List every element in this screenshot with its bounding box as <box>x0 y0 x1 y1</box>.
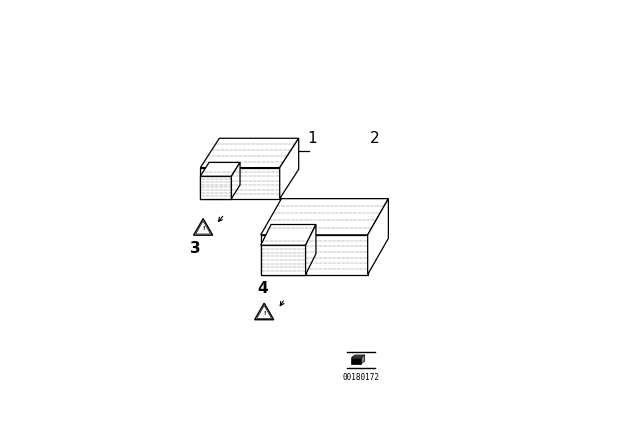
Text: 3: 3 <box>190 241 200 256</box>
Polygon shape <box>367 198 388 275</box>
Polygon shape <box>351 355 365 358</box>
Polygon shape <box>280 138 299 198</box>
Polygon shape <box>260 245 305 275</box>
Polygon shape <box>200 138 299 168</box>
Polygon shape <box>200 163 240 176</box>
Polygon shape <box>305 224 316 275</box>
Polygon shape <box>260 235 367 275</box>
Polygon shape <box>362 355 365 364</box>
Text: !: ! <box>202 227 204 232</box>
Polygon shape <box>200 176 232 198</box>
Polygon shape <box>200 168 280 198</box>
Polygon shape <box>232 163 240 198</box>
Text: 2: 2 <box>370 131 380 146</box>
Text: !: ! <box>263 311 266 316</box>
Polygon shape <box>260 224 316 245</box>
Polygon shape <box>260 198 388 235</box>
Text: 00180172: 00180172 <box>342 373 380 382</box>
Text: 1: 1 <box>308 131 317 146</box>
Polygon shape <box>351 358 362 364</box>
Text: 4: 4 <box>257 281 268 296</box>
